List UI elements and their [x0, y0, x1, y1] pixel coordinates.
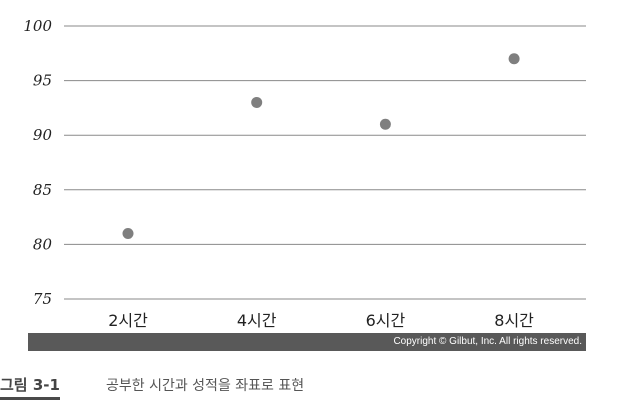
y-tick-label: 90	[33, 126, 53, 144]
y-tick-label: 80	[33, 235, 53, 253]
x-tick-label: 6시간	[366, 311, 406, 330]
y-tick-label: 100	[23, 17, 52, 35]
copyright-text: Copyright © Gilbut, Inc. All rights rese…	[393, 336, 582, 347]
y-tick-label: 95	[33, 72, 52, 90]
figure-caption-text: 공부한 시간과 성적을 좌표로 표현	[106, 378, 305, 394]
x-tick-label: 2시간	[108, 311, 148, 330]
copyright-bar: Copyright © Gilbut, Inc. All rights rese…	[28, 333, 586, 351]
x-tick-label: 4시간	[237, 311, 277, 330]
y-tick-label: 85	[33, 181, 52, 199]
y-tick-label: 75	[33, 290, 52, 308]
data-point	[251, 96, 263, 108]
data-point	[508, 53, 520, 65]
data-point	[379, 118, 391, 130]
chart: 75 80 85 90 95 100 2시간 4시간 6시간 8시간	[23, 17, 586, 330]
figure-label: 그림 3-1	[0, 374, 60, 400]
data-point	[122, 227, 134, 239]
figure-caption: 그림 3-1 공부한 시간과 성적을 좌표로 표현	[0, 374, 620, 400]
x-tick-label: 8시간	[494, 311, 534, 330]
